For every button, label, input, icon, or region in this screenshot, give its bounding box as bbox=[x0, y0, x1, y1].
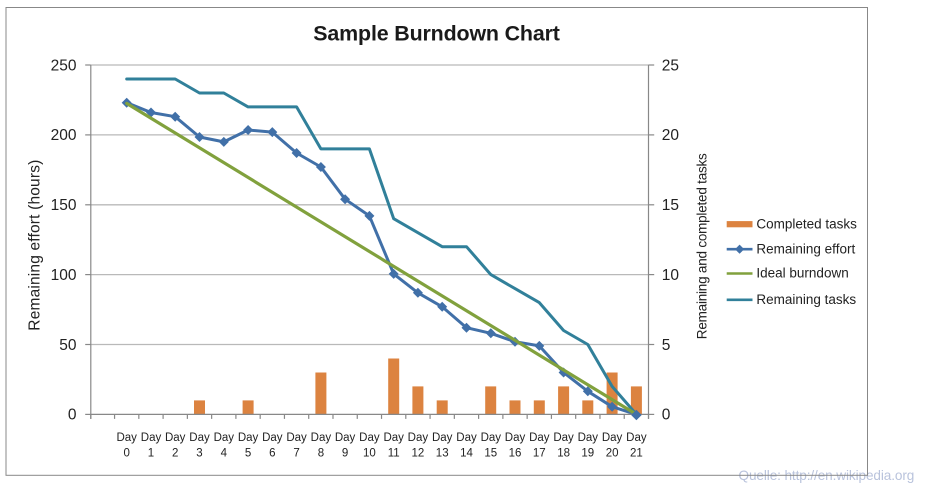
svg-text:Day: Day bbox=[529, 432, 550, 444]
svg-text:3: 3 bbox=[196, 447, 202, 459]
svg-text:Day: Day bbox=[335, 432, 356, 444]
svg-text:16: 16 bbox=[509, 447, 522, 459]
svg-text:6: 6 bbox=[269, 447, 275, 459]
svg-text:Day: Day bbox=[116, 432, 137, 444]
svg-text:150: 150 bbox=[51, 197, 77, 214]
svg-text:Completed tasks: Completed tasks bbox=[756, 216, 857, 231]
svg-text:5: 5 bbox=[662, 337, 671, 354]
svg-text:Day: Day bbox=[456, 432, 477, 444]
svg-text:Day: Day bbox=[311, 432, 332, 444]
svg-text:14: 14 bbox=[460, 447, 473, 459]
svg-text:Day: Day bbox=[408, 432, 429, 444]
svg-text:50: 50 bbox=[59, 337, 77, 354]
svg-text:Day: Day bbox=[165, 432, 186, 444]
svg-text:Remaining effort: Remaining effort bbox=[756, 241, 855, 256]
svg-text:15: 15 bbox=[662, 197, 679, 214]
svg-text:Day: Day bbox=[214, 432, 235, 444]
svg-text:Day: Day bbox=[383, 432, 404, 444]
svg-text:Day: Day bbox=[432, 432, 453, 444]
svg-text:Sample Burndown Chart: Sample Burndown Chart bbox=[313, 21, 560, 45]
svg-text:Day: Day bbox=[262, 432, 283, 444]
svg-text:250: 250 bbox=[51, 57, 77, 74]
svg-text:Day: Day bbox=[286, 432, 307, 444]
svg-text:2: 2 bbox=[172, 447, 178, 459]
svg-text:Ideal burndown: Ideal burndown bbox=[756, 266, 848, 281]
svg-text:200: 200 bbox=[51, 127, 77, 144]
svg-text:10: 10 bbox=[662, 267, 680, 284]
svg-text:Day: Day bbox=[141, 432, 162, 444]
svg-text:Day: Day bbox=[626, 432, 647, 444]
svg-text:19: 19 bbox=[581, 447, 594, 459]
svg-text:20: 20 bbox=[606, 447, 619, 459]
svg-text:4: 4 bbox=[221, 447, 228, 459]
svg-text:Day: Day bbox=[553, 432, 574, 444]
svg-text:17: 17 bbox=[533, 447, 546, 459]
svg-text:20: 20 bbox=[662, 127, 680, 144]
svg-text:Day: Day bbox=[481, 432, 502, 444]
svg-text:0: 0 bbox=[68, 407, 77, 424]
svg-text:1: 1 bbox=[148, 447, 154, 459]
svg-text:0: 0 bbox=[123, 447, 129, 459]
svg-text:11: 11 bbox=[388, 447, 400, 459]
svg-text:9: 9 bbox=[342, 447, 348, 459]
svg-text:5: 5 bbox=[245, 447, 251, 459]
svg-text:15: 15 bbox=[484, 447, 497, 459]
svg-text:13: 13 bbox=[436, 447, 449, 459]
svg-text:12: 12 bbox=[412, 447, 425, 459]
svg-text:25: 25 bbox=[662, 57, 679, 74]
svg-text:7: 7 bbox=[293, 447, 299, 459]
svg-text:21: 21 bbox=[630, 447, 643, 459]
svg-text:0: 0 bbox=[662, 407, 671, 424]
svg-text:8: 8 bbox=[318, 447, 324, 459]
svg-text:18: 18 bbox=[557, 447, 570, 459]
svg-text:Day: Day bbox=[359, 432, 380, 444]
svg-text:Remaining tasks: Remaining tasks bbox=[756, 292, 856, 307]
svg-text:Day: Day bbox=[238, 432, 259, 444]
svg-text:10: 10 bbox=[363, 447, 376, 459]
svg-text:Remaining and completed tasks: Remaining and completed tasks bbox=[694, 153, 709, 339]
svg-text:Day: Day bbox=[578, 432, 599, 444]
svg-text:Day: Day bbox=[505, 432, 526, 444]
svg-text:Day: Day bbox=[189, 432, 210, 444]
svg-text:Remaining effort (hours): Remaining effort (hours) bbox=[26, 160, 43, 331]
svg-text:Day: Day bbox=[602, 432, 623, 444]
svg-text:100: 100 bbox=[51, 267, 77, 284]
